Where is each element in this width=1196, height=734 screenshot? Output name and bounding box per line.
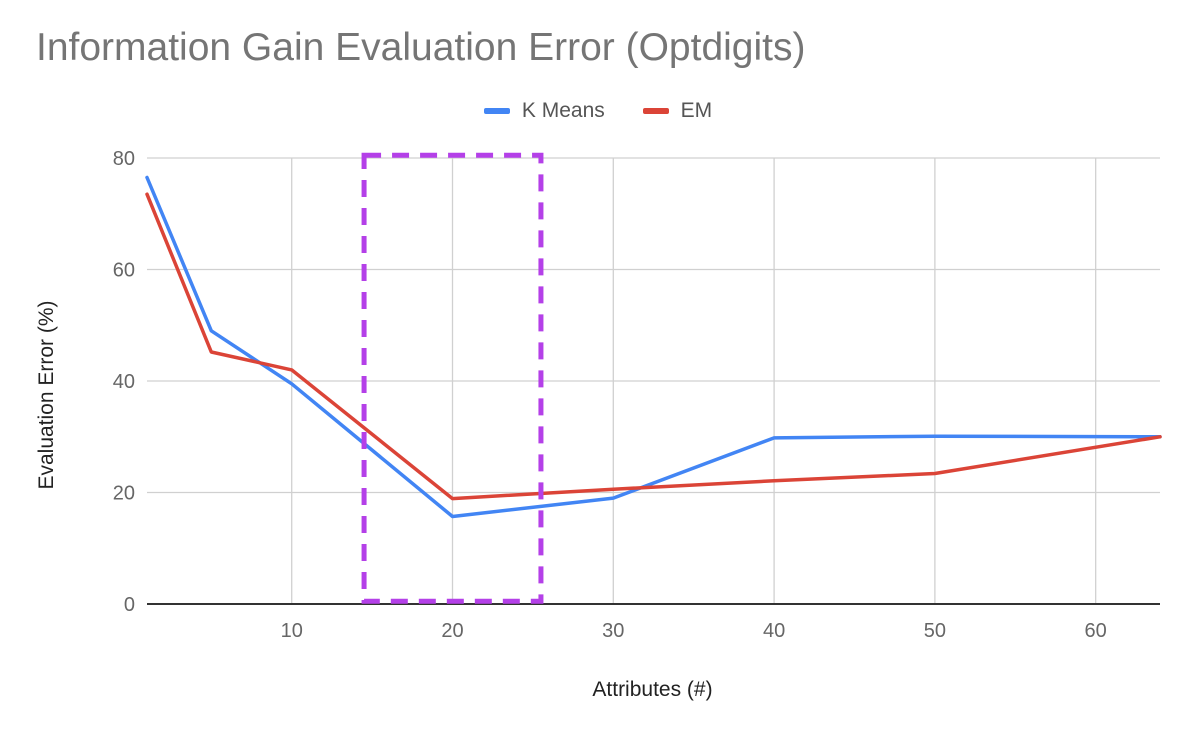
legend-swatch-kmeans	[483, 108, 510, 114]
legend-label-kmeans: K Means	[521, 99, 605, 122]
highlight-region	[361, 152, 544, 604]
highlight-box	[361, 152, 544, 604]
legend-item-kmeans[interactable]: K Means	[483, 99, 605, 123]
x-axis-title: Attributes (#)	[592, 678, 712, 701]
x-tick-label: 60	[1085, 620, 1107, 642]
series-line-k-means	[145, 175, 1162, 519]
y-tick-label: 60	[113, 260, 135, 282]
legend-swatch-em	[642, 108, 669, 114]
y-tick-label: 20	[113, 483, 135, 505]
y-tick-label: 0	[124, 594, 135, 616]
legend-item-em[interactable]: EM	[642, 99, 713, 123]
x-tick-label: 40	[763, 620, 785, 642]
x-tick-label: 20	[441, 620, 463, 642]
gridlines	[147, 157, 1160, 605]
y-tick-labels: 0 20 40 60 80	[113, 148, 135, 616]
series-line-em	[145, 192, 1162, 501]
legend: K Means EM	[0, 96, 1196, 123]
series-lines	[145, 175, 1162, 519]
y-tick-label: 80	[113, 148, 135, 170]
legend-label-em: EM	[680, 99, 713, 122]
chart-title: Information Gain Evaluation Error (Optdi…	[36, 26, 806, 69]
x-tick-label: 50	[924, 620, 946, 642]
y-tick-label: 40	[113, 371, 135, 393]
x-tick-label: 10	[281, 620, 303, 642]
y-axis-title: Evaluation Error (%)	[35, 300, 58, 489]
x-tick-labels: 10 20 30 40 50 60	[281, 620, 1107, 642]
x-tick-label: 30	[602, 620, 624, 642]
